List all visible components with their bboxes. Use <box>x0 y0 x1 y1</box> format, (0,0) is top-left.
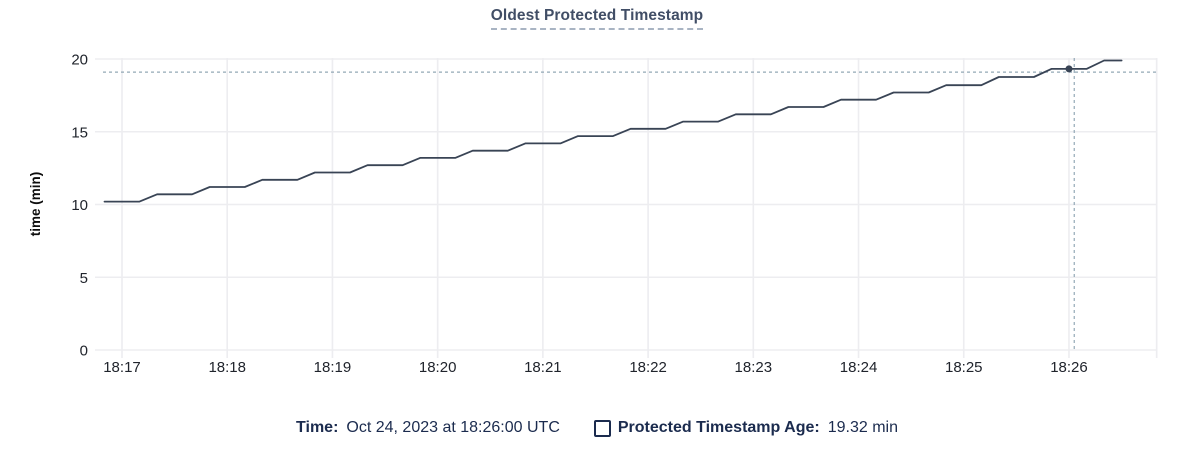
x-tick-label: 18:23 <box>735 359 773 376</box>
y-tick-label: 10 <box>71 197 88 214</box>
series-label: Protected Timestamp Age: <box>617 419 820 436</box>
series-layer <box>103 59 1123 203</box>
chart-title[interactable]: Oldest Protected Timestamp <box>490 7 704 30</box>
axis-labels-layer: 0 5 10 15 20 18:17 18:18 18:19 18:20 18:21 18:22 18… <box>71 52 1087 377</box>
x-tick-label: 18:18 <box>208 359 246 376</box>
time-value: Oct 24, 2023 at 18:26:00 UTC <box>346 419 560 436</box>
x-tick-label: 18:25 <box>945 359 983 376</box>
legend-item-protected-timestamp-age[interactable]: Protected Timestamp Age: 19.32 min <box>593 419 898 437</box>
x-tick-label: 18:20 <box>419 359 457 376</box>
x-tick-label: 18:22 <box>629 359 667 376</box>
hover-point-dot <box>1065 65 1073 73</box>
chart-canvas[interactable]: 0 5 10 15 20 18:17 18:18 18:19 18:20 18:21 18:22 18… <box>0 0 1194 400</box>
crosshair-layer <box>103 58 1157 352</box>
y-tick-label: 20 <box>71 52 88 69</box>
series-checkbox-icon[interactable] <box>593 419 611 437</box>
y-tick-label: 5 <box>80 270 88 287</box>
time-label: Time: <box>296 419 339 436</box>
chart-header: Oldest Protected Timestamp <box>0 7 1194 30</box>
x-tick-label: 18:24 <box>840 359 878 376</box>
x-tick-label: 18:26 <box>1050 359 1088 376</box>
y-tick-label: 0 <box>80 343 88 360</box>
series-line <box>103 59 1123 203</box>
x-tick-label: 18:17 <box>103 359 141 376</box>
x-tick-label: 18:19 <box>314 359 352 376</box>
x-tick-label: 18:21 <box>524 359 562 376</box>
hover-legend: Time: Oct 24, 2023 at 18:26:00 UTC Prote… <box>0 419 1194 437</box>
series-value: 19.32 min <box>827 419 898 436</box>
hover-time: Time: Oct 24, 2023 at 18:26:00 UTC <box>296 419 560 437</box>
y-axis-title: time (min) <box>28 172 43 237</box>
y-tick-label: 15 <box>71 124 88 141</box>
grid-layer <box>95 58 1158 358</box>
